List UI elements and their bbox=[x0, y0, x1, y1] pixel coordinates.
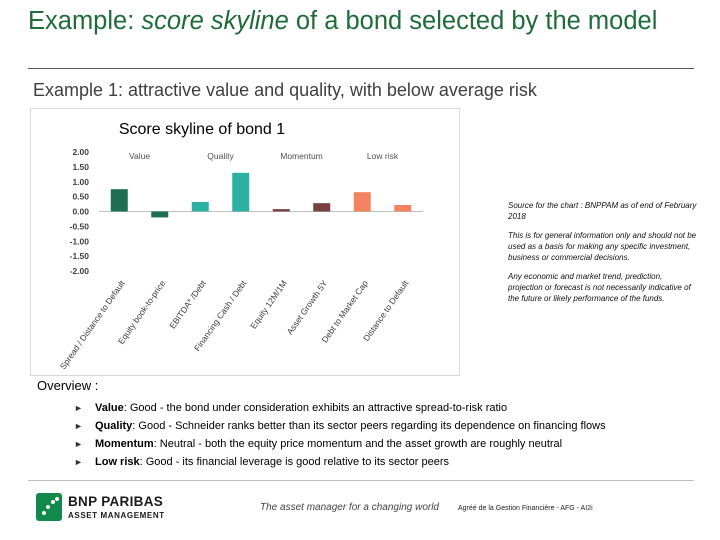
y-tick-label: -2.00 bbox=[70, 266, 90, 276]
bullet-arrow-icon: ► bbox=[74, 403, 83, 413]
disclaimer-note: This is for general information only and… bbox=[508, 231, 697, 262]
bar bbox=[232, 172, 250, 212]
footer-divider bbox=[28, 480, 694, 481]
y-tick-label: 0.50 bbox=[72, 192, 89, 202]
brand-subtitle: ASSET MANAGEMENT bbox=[68, 511, 165, 520]
brand-name: BNP PARIBAS bbox=[68, 494, 164, 509]
slide-subtitle: Example 1: attractive value and quality,… bbox=[33, 80, 537, 100]
overview-text: : Good - the bond under consideration ex… bbox=[123, 402, 508, 414]
x-tick-label: Equity 12M/1M bbox=[248, 278, 289, 330]
bar bbox=[394, 204, 412, 212]
overview-text: : Good - Schneider ranks better than its… bbox=[132, 420, 606, 432]
x-tick-label: Distance to Default bbox=[361, 278, 411, 343]
overview-term: Momentum bbox=[95, 438, 154, 450]
title-suffix: of a bond selected by the model bbox=[288, 7, 658, 35]
brand-tagline: The asset manager for a changing world bbox=[260, 502, 439, 513]
bullet-arrow-icon: ► bbox=[74, 439, 83, 449]
group-label: Momentum bbox=[280, 151, 323, 161]
title-divider bbox=[28, 68, 694, 69]
bullet-arrow-icon: ► bbox=[74, 457, 83, 467]
bar bbox=[272, 209, 290, 212]
overview-item-momentum: ► Momentum: Neutral - both the equity pri… bbox=[74, 435, 606, 453]
overview-term: Value bbox=[95, 402, 124, 414]
x-tick-label: Spread / Distance to Default bbox=[58, 278, 128, 371]
forecast-note: Any economic and market trend, predictio… bbox=[508, 272, 691, 303]
bar bbox=[353, 192, 371, 212]
overview-item-low-risk: ► Low risk: Good - its financial leverage… bbox=[74, 453, 606, 471]
y-tick-label: -0.50 bbox=[70, 221, 90, 231]
x-tick-label: EBITDA* /Debt bbox=[167, 278, 208, 331]
overview-list: ► Value: Good - the bond under considerat… bbox=[74, 399, 606, 471]
overview-text: : Neutral - both the equity price moment… bbox=[153, 438, 563, 450]
title-emphasis: score skyline bbox=[141, 7, 289, 35]
y-tick-label: 0.00 bbox=[72, 207, 89, 217]
bar bbox=[191, 201, 209, 212]
bar bbox=[151, 211, 169, 218]
overview-item-value: ► Value: Good - the bond under considerat… bbox=[74, 399, 606, 417]
bar bbox=[313, 203, 331, 212]
chart-title: Score skyline of bond 1 bbox=[118, 121, 286, 138]
chart-panel: Score skyline of bond 1 2.00 1.50 1.00 0.50… bbox=[30, 108, 460, 376]
overview-term: Quality bbox=[95, 420, 133, 432]
bnp-paribas-logo: BNP PARIBAS ASSET MANAGEMENT bbox=[36, 493, 186, 523]
y-tick-label: 1.00 bbox=[72, 177, 89, 187]
bar bbox=[110, 189, 128, 212]
title-prefix: Example: bbox=[28, 7, 142, 35]
score-skyline-chart: 2.00 1.50 1.00 0.50 0.00 -0.50 -1.00 -1.50 -2.00… bbox=[58, 147, 423, 371]
overview-item-quality: ► Quality: Good - Schneider ranks better … bbox=[74, 417, 606, 435]
slide-title: Example: score skyline of a bond selecte… bbox=[28, 6, 708, 37]
bullet-arrow-icon: ► bbox=[74, 421, 83, 431]
overview-title: Overview : bbox=[37, 378, 99, 393]
x-tick-label: Asset Growth 5Y bbox=[285, 278, 330, 336]
bnp-stars-icon bbox=[36, 493, 62, 521]
group-label: Low risk bbox=[367, 151, 399, 161]
y-tick-label: 2.00 bbox=[72, 147, 89, 157]
y-tick-label: -1.00 bbox=[70, 236, 90, 246]
footer-accreditation: Agréé de la Gestion Financière - AFG - A… bbox=[458, 505, 593, 512]
group-label: Value bbox=[129, 151, 150, 161]
group-label: Quality bbox=[207, 151, 234, 161]
overview-text: : Good - its financial leverage is good … bbox=[139, 456, 449, 468]
y-tick-label: 1.50 bbox=[72, 162, 89, 172]
overview-term: Low risk bbox=[95, 456, 140, 468]
y-tick-label: -1.50 bbox=[70, 251, 90, 261]
source-note: Source for the chart : BNPPAM as of end … bbox=[508, 201, 697, 221]
chart-notes: Source for the chart : BNPPAM as of end … bbox=[508, 200, 698, 312]
